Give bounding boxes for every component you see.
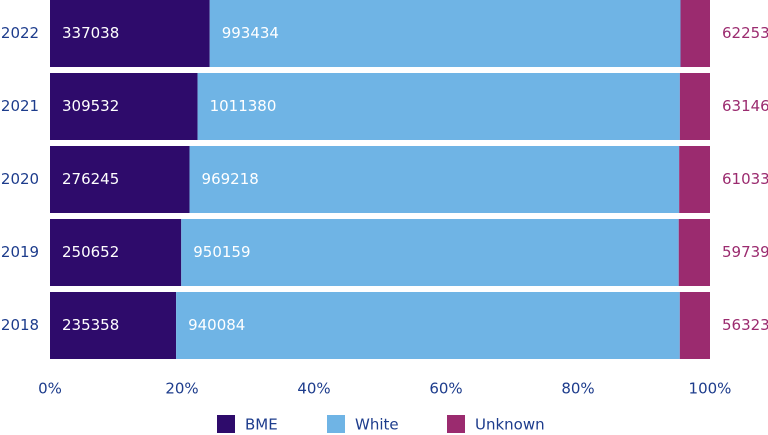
value-label: 993434 <box>222 24 279 42</box>
value-label: 940084 <box>188 316 245 334</box>
legend-swatch <box>327 415 345 433</box>
bar-segment <box>50 73 198 140</box>
bar-segment <box>679 73 710 140</box>
legend-swatch <box>217 415 235 433</box>
bar-segment <box>50 146 190 213</box>
value-label: 250652 <box>62 243 119 261</box>
value-label: 63146 <box>722 97 768 115</box>
legend-label: White <box>355 416 399 434</box>
x-tick-label: 80% <box>561 380 594 398</box>
bar-segment <box>189 146 680 213</box>
bar-segment <box>678 219 710 286</box>
value-label: 337038 <box>62 24 119 42</box>
x-tick-label: 40% <box>297 380 330 398</box>
x-tick-label: 0% <box>38 380 62 398</box>
value-label: 276245 <box>62 170 119 188</box>
x-tick-label: 20% <box>165 380 198 398</box>
y-tick-label: 2022 <box>1 24 39 42</box>
x-tick-label: 100% <box>689 380 732 398</box>
value-label: 309532 <box>62 97 119 115</box>
bar-segment <box>679 146 710 213</box>
legend-label: Unknown <box>475 416 545 434</box>
bar-segment <box>680 0 710 67</box>
value-label: 235358 <box>62 316 119 334</box>
value-label: 950159 <box>193 243 250 261</box>
legend-swatch <box>447 415 465 433</box>
value-label: 61033 <box>722 170 768 188</box>
y-tick-label: 2021 <box>1 97 39 115</box>
bar-segment <box>50 0 210 67</box>
bar-segment <box>197 73 680 140</box>
x-tick-label: 60% <box>429 380 462 398</box>
y-tick-label: 2019 <box>1 243 39 261</box>
value-label: 1011380 <box>210 97 277 115</box>
value-label: 969218 <box>202 170 259 188</box>
bar-segment <box>209 0 681 67</box>
bar-segment <box>176 292 680 359</box>
bar-segment <box>679 292 710 359</box>
value-label: 62253 <box>722 24 768 42</box>
legend-label: BME <box>245 416 278 434</box>
bar-segment <box>50 292 177 359</box>
bar-segment <box>50 219 182 286</box>
value-label: 56323 <box>722 316 768 334</box>
bar-segment <box>181 219 679 286</box>
y-tick-label: 2018 <box>1 316 39 334</box>
y-tick-label: 2020 <box>1 170 39 188</box>
value-label: 59739 <box>722 243 768 261</box>
